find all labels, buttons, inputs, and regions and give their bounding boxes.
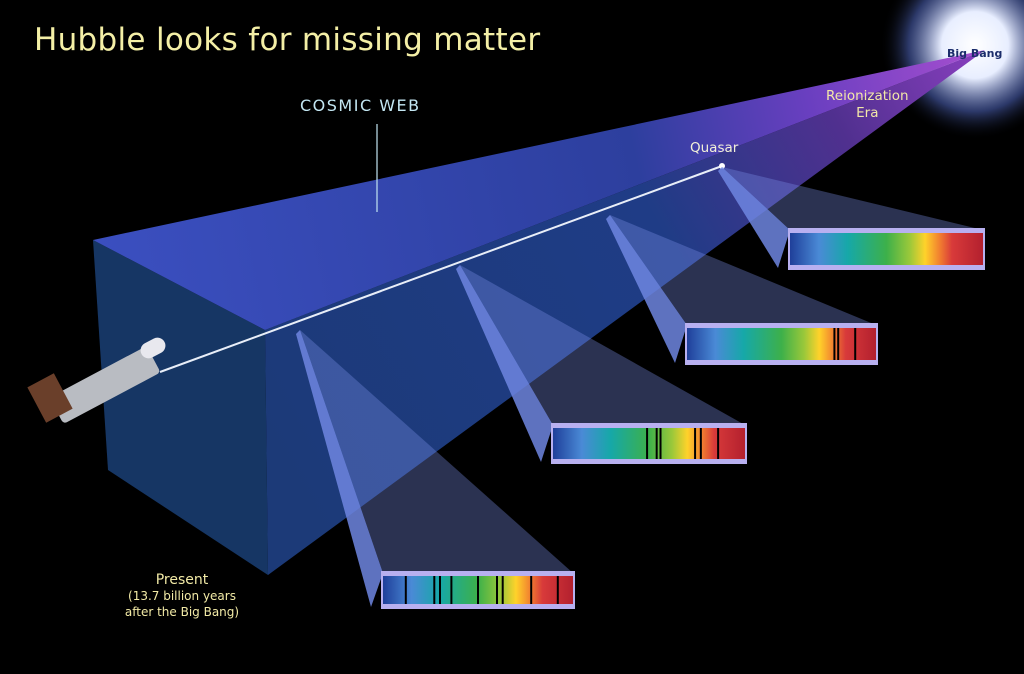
present-sub1: (13.7 billion years <box>128 589 236 603</box>
page-title: Hubble looks for missing matter <box>34 22 541 58</box>
reionization-line2: Era <box>856 105 879 121</box>
quasar-point <box>719 163 725 169</box>
spectrum-bar <box>790 233 983 265</box>
projection-beam <box>300 330 573 573</box>
spectrum-bar <box>553 428 745 459</box>
cosmic-web-top-face <box>93 50 985 330</box>
big-bang-label: Big Bang <box>947 47 1003 60</box>
present-sub2: after the Big Bang) <box>124 605 240 619</box>
present-title: Present <box>155 572 209 588</box>
line-of-sight-beam <box>159 165 723 373</box>
projection-beam-edge <box>606 215 687 363</box>
cosmic-web-side-face <box>265 50 985 575</box>
projection-beam-edge <box>296 330 383 607</box>
quasar-label: Quasar <box>690 140 739 156</box>
cosmic-web-label: COSMIC WEB <box>300 96 421 115</box>
hubble-telescope-icon <box>27 337 166 423</box>
projection-beam-edge <box>456 265 553 462</box>
projection-beam <box>610 215 876 325</box>
cosmic-web-front-face <box>93 240 268 575</box>
reionization-line1: Reionization <box>826 88 909 104</box>
reionization-era-label: Reionization Era <box>826 88 909 122</box>
present-label: Present (13.7 billion years after the Bi… <box>112 572 252 620</box>
spectrum-bar <box>687 328 876 360</box>
projection-beam <box>722 167 983 230</box>
projection-beam <box>460 265 745 425</box>
projection-beam-edge <box>718 167 790 268</box>
